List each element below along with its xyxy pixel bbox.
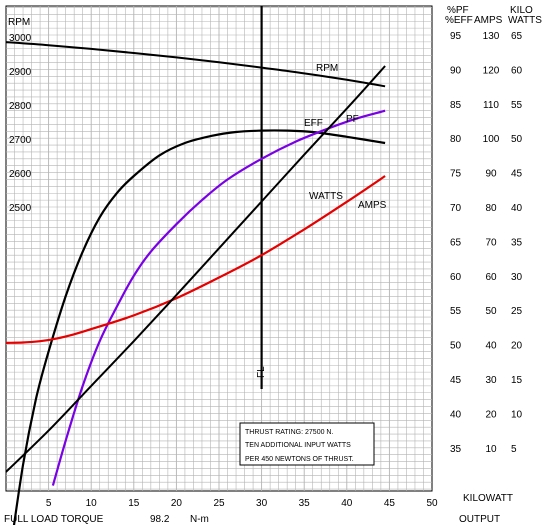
kw-tick-label: 55 <box>511 100 523 111</box>
full-load-torque-unit: N-m <box>190 514 209 525</box>
kw-tick-label: 45 <box>511 169 523 180</box>
x-tick-label: 40 <box>341 498 353 509</box>
kw-tick-label: 60 <box>511 65 523 76</box>
series-label-watts: WATTS <box>309 191 343 202</box>
kw-tick-label: 15 <box>511 375 523 386</box>
amps-tick-label: 90 <box>485 169 497 180</box>
amps-tick-label: 30 <box>485 375 497 386</box>
x-tick-label: 25 <box>213 498 225 509</box>
kw-tick-label: 30 <box>511 272 523 283</box>
amps-tick-label: 110 <box>483 100 499 111</box>
pf-eff-tick-label: 95 <box>450 31 462 42</box>
x-tick-label: 35 <box>299 498 311 509</box>
amps-tick-label: 80 <box>485 203 497 214</box>
amps-axis-header: AMPS <box>474 15 503 26</box>
x-tick-label: 50 <box>426 498 438 509</box>
kw-axis-header-line2: WATTS <box>508 15 542 26</box>
series-label-eff: EFF <box>304 118 323 129</box>
amps-tick-label: 70 <box>485 237 497 248</box>
rpm-tick-label: 2500 <box>9 203 32 214</box>
kw-tick-label: 20 <box>511 341 523 352</box>
rpm-tick-label: 2800 <box>9 101 32 112</box>
amps-tick-label: 20 <box>485 409 497 420</box>
pf-eff-tick-label: 85 <box>450 100 462 111</box>
full-load-torque-label: FULL LOAD TORQUE <box>4 514 104 525</box>
x-tick-label: 5 <box>46 498 52 509</box>
kw-tick-label: 35 <box>511 237 523 248</box>
x-tick-label: 45 <box>384 498 396 509</box>
pf-eff-tick-label: 50 <box>450 341 462 352</box>
rpm-tick-label: 3000 <box>9 33 32 44</box>
thrust-note-line-1: THRUST RATING: 27500 N. <box>245 429 333 436</box>
x-tick-label: 30 <box>256 498 268 509</box>
x-axis-title-line2: OUTPUT <box>459 514 500 525</box>
pf-eff-tick-label: 65 <box>450 237 462 248</box>
series-label-rpm: RPM <box>316 63 338 74</box>
full-load-label: FL <box>256 366 267 378</box>
pf-eff-tick-label: 40 <box>450 409 462 420</box>
amps-tick-label: 50 <box>485 306 497 317</box>
x-tick-label: 10 <box>86 498 98 509</box>
amps-tick-label: 100 <box>483 134 500 145</box>
kw-tick-label: 65 <box>511 31 523 42</box>
amps-tick-label: 10 <box>485 444 497 455</box>
kw-tick-label: 5 <box>511 444 517 455</box>
pf-eff-tick-label: 45 <box>450 375 462 386</box>
kw-tick-label: 10 <box>511 409 523 420</box>
kw-tick-label: 50 <box>511 134 523 145</box>
thrust-note-line-3: PER 450 NEWTONS OF THRUST. <box>245 456 354 463</box>
pf-eff-tick-label: 55 <box>450 306 462 317</box>
pf-eff-tick-label: 60 <box>450 272 462 283</box>
thrust-note-line-2: TEN ADDITIONAL INPUT WATTS <box>245 442 351 449</box>
amps-tick-label: 130 <box>483 31 500 42</box>
x-axis-tick-labels: 5 10 15 20 25 30 35 40 45 50 <box>46 498 438 509</box>
rpm-tick-label: 2600 <box>9 169 32 180</box>
pf-eff-tick-label: 35 <box>450 444 462 455</box>
series-label-amps: AMPS <box>358 200 387 211</box>
kw-tick-label: 40 <box>511 203 523 214</box>
rpm-tick-label: 2700 <box>9 135 32 146</box>
pf-eff-tick-label: 90 <box>450 65 462 76</box>
rpm-tick-label: 2900 <box>9 67 32 78</box>
pf-eff-tick-label: 70 <box>450 203 462 214</box>
right-axis-tick-labels: 95 130 65 90 120 60 85 110 55 80 100 50 75 90 45 70 80 40… <box>450 31 523 455</box>
full-load-torque-value: 98.2 <box>150 514 170 525</box>
series-label-pf: PF <box>346 114 359 125</box>
amps-tick-label: 40 <box>485 341 497 352</box>
amps-tick-label: 60 <box>485 272 497 283</box>
eff-axis-header-line2: %EFF <box>445 15 473 26</box>
pf-eff-tick-label: 75 <box>450 169 462 180</box>
x-tick-label: 15 <box>128 498 140 509</box>
pf-eff-tick-label: 80 <box>450 134 462 145</box>
rpm-axis-label: RPM <box>8 17 30 28</box>
kw-tick-label: 25 <box>511 306 523 317</box>
amps-tick-label: 120 <box>483 65 500 76</box>
x-axis-title-line1: KILOWATT <box>463 493 513 504</box>
x-tick-label: 20 <box>171 498 183 509</box>
